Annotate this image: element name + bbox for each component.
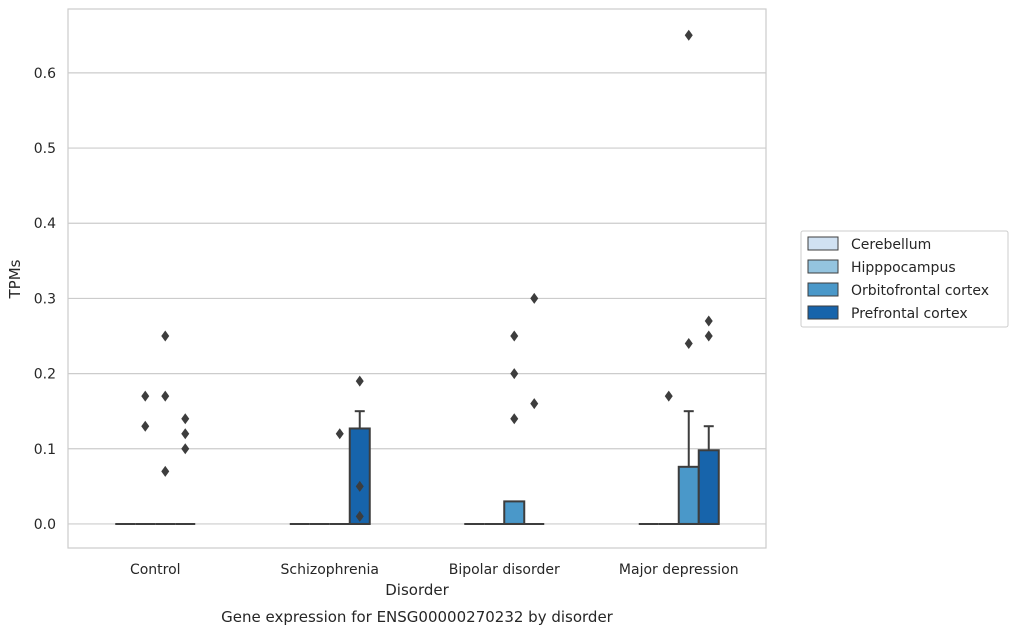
- legend-label: Prefrontal cortex: [851, 306, 968, 322]
- outlier-point: [141, 420, 150, 432]
- outlier-point: [704, 315, 713, 327]
- outlier-point: [510, 368, 519, 380]
- box-body: [348, 427, 371, 525]
- outlier-point: [530, 398, 539, 410]
- y-tick-label: 0.4: [34, 216, 56, 232]
- y-tick-label: 0.5: [34, 141, 56, 157]
- outliers: [141, 29, 713, 522]
- outlier-point: [355, 480, 364, 492]
- outlier-point: [510, 330, 519, 342]
- box: [348, 410, 371, 525]
- outlier-point: [355, 510, 364, 522]
- outlier-point: [335, 428, 344, 440]
- outlier-point: [141, 390, 150, 402]
- chart-title: Gene expression for ENSG00000270232 by d…: [221, 608, 614, 626]
- legend-swatch: [807, 305, 839, 320]
- x-tick-label: Bipolar disorder: [449, 562, 560, 578]
- x-tick-label: Schizophrenia: [281, 562, 379, 578]
- y-tick-label: 0.2: [34, 367, 56, 383]
- legend-swatch: [807, 259, 839, 274]
- outlier-point: [684, 338, 693, 350]
- outlier-point: [664, 390, 673, 402]
- outlier-point: [355, 375, 364, 387]
- outlier-point: [530, 292, 539, 304]
- outlier-point: [181, 413, 190, 425]
- boxes: [115, 410, 720, 525]
- plot-frame: [67, 8, 767, 549]
- box-body: [677, 465, 700, 525]
- y-tick-label: 0.0: [34, 517, 56, 533]
- x-tick-label: Control: [130, 562, 181, 578]
- legend-swatch: [807, 236, 839, 251]
- outlier-point: [161, 330, 170, 342]
- outlier-point: [704, 330, 713, 342]
- box: [503, 500, 526, 525]
- outlier-point: [684, 29, 693, 41]
- y-tick-labels: 0.0 0.1 0.2 0.3 0.4 0.5 0.6: [34, 66, 56, 533]
- legend: Cerebellum Hipppocampus Orbitofrontal cort…: [800, 230, 1009, 328]
- outlier-point: [181, 443, 190, 455]
- legend-label: Orbitofrontal cortex: [851, 283, 989, 299]
- x-tick-labels: Control Schizophrenia Bipolar disorder Majo…: [130, 562, 739, 578]
- outlier-point: [161, 465, 170, 477]
- y-tick-label: 0.1: [34, 442, 56, 458]
- y-tick-label: 0.3: [34, 291, 56, 307]
- y-tick-label: 0.6: [34, 66, 56, 82]
- outlier-point: [181, 428, 190, 440]
- legend-swatch: [807, 282, 839, 297]
- legend-label: Cerebellum: [851, 237, 931, 253]
- box-body: [503, 500, 526, 525]
- box: [697, 425, 720, 525]
- outlier-point: [510, 413, 519, 425]
- grid: [68, 72, 766, 525]
- legend-frame: [800, 230, 1009, 328]
- x-axis-label: Disorder: [385, 581, 449, 599]
- box-body: [697, 449, 720, 525]
- box: [677, 410, 700, 525]
- legend-label: Hipppocampus: [851, 260, 956, 276]
- x-tick-label: Major depression: [619, 562, 739, 578]
- outlier-point: [161, 390, 170, 402]
- y-axis-label: TPMs: [6, 259, 24, 299]
